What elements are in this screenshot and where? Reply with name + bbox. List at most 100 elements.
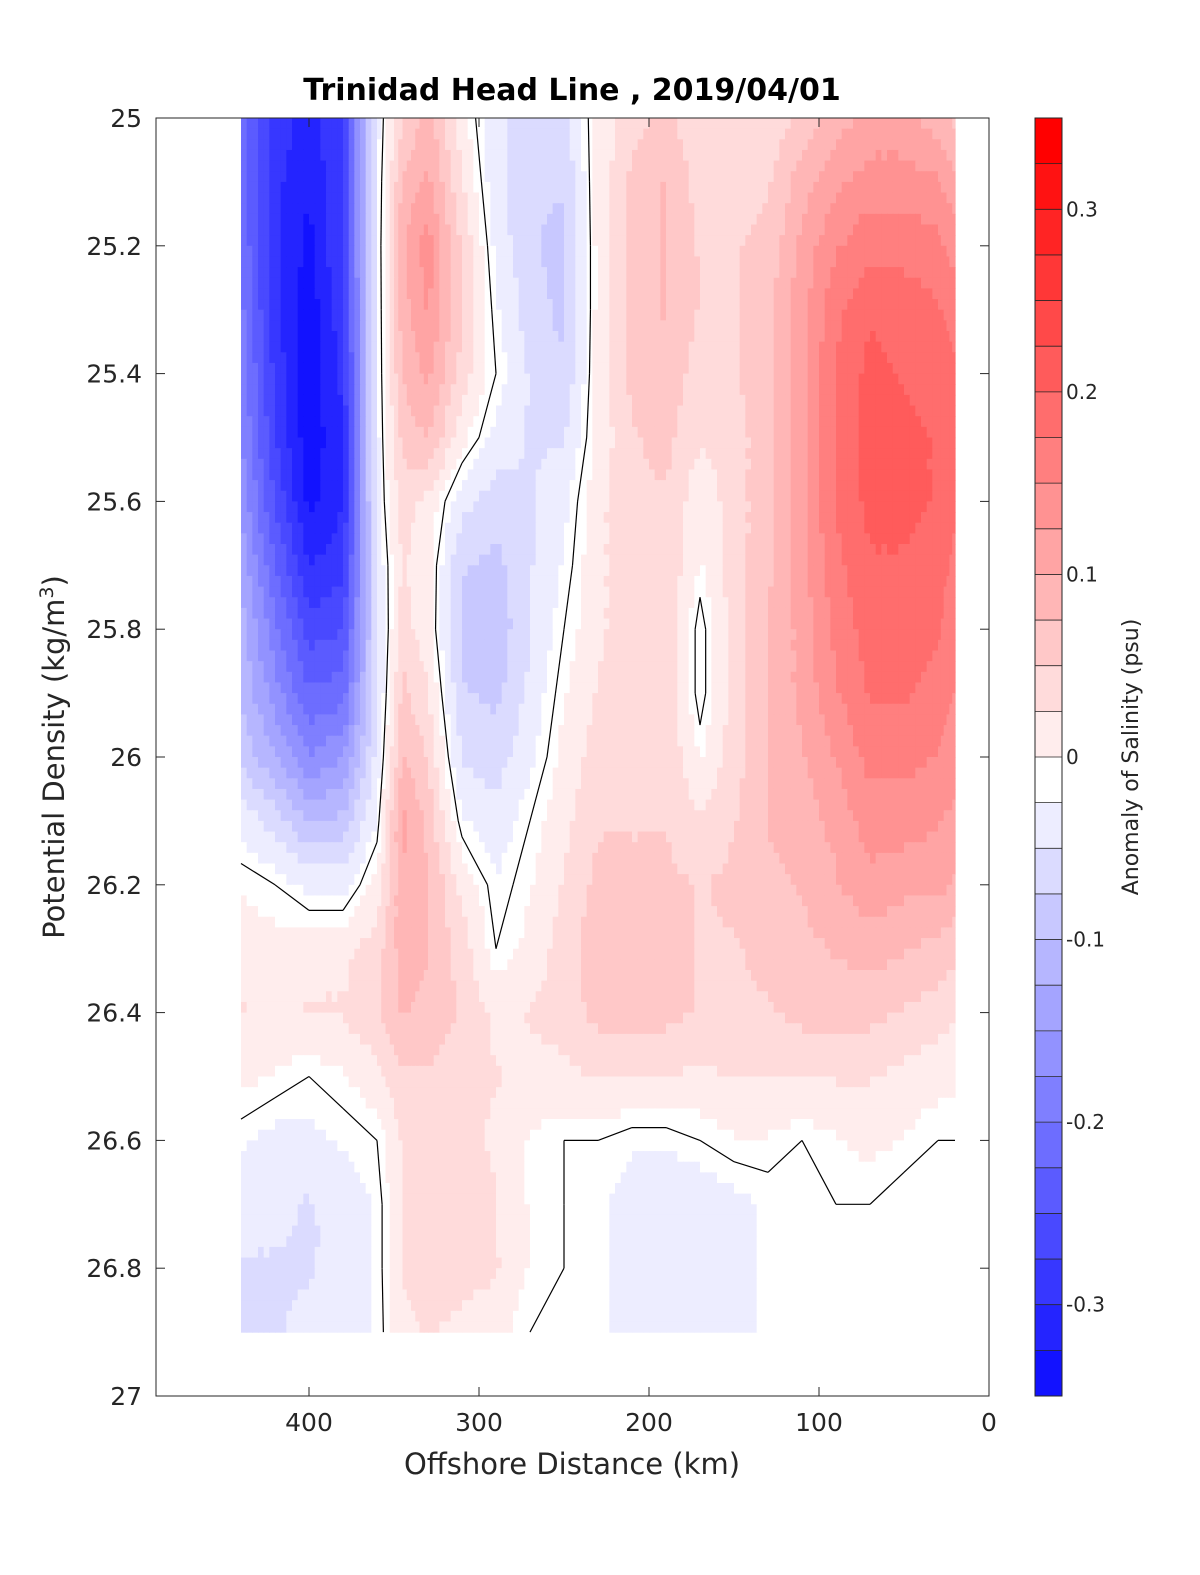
contour-cell [756, 149, 763, 162]
contour-cell [381, 288, 387, 300]
contour-cell [314, 394, 321, 407]
contour-cell [337, 320, 344, 332]
contour-cell [768, 373, 775, 385]
contour-cell [892, 331, 899, 343]
contour-cell [337, 160, 344, 172]
contour-cell [552, 458, 559, 471]
contour-cell [751, 490, 758, 502]
contour-cell [433, 213, 440, 226]
contour-cell [654, 181, 661, 194]
contour-cell [326, 139, 333, 151]
contour-cell [501, 426, 508, 439]
contour-cell [677, 405, 684, 417]
contour-cell [609, 118, 616, 130]
contour-cell [853, 405, 860, 417]
contour-cell [824, 341, 831, 353]
contour-cell [909, 437, 916, 449]
contour-cell [711, 352, 718, 364]
contour-cell [739, 394, 746, 407]
contour-cell [858, 299, 865, 311]
contour-cell [360, 352, 367, 364]
contour-cell [705, 352, 712, 364]
contour-cell [394, 245, 399, 258]
contour-cell [402, 512, 408, 524]
contour-cell [258, 384, 265, 396]
contour-cell [541, 448, 548, 460]
contour-cell [688, 299, 695, 311]
contour-cell [926, 118, 933, 130]
contour-cell [875, 171, 882, 183]
contour-cell [535, 426, 542, 439]
contour-cell [513, 267, 520, 279]
contour-cell [654, 331, 661, 343]
contour-cell [864, 448, 871, 460]
contour-cell [694, 458, 701, 471]
contour-cell [700, 224, 707, 236]
contour-cell [943, 426, 948, 439]
contour-cell [501, 448, 508, 460]
contour-cell [348, 437, 355, 449]
contour-cell [394, 181, 399, 194]
contour-cell [830, 299, 837, 311]
contour-cell [575, 235, 582, 247]
contour-cell [462, 213, 469, 226]
contour-cell [314, 128, 321, 140]
contour-cell [394, 405, 399, 417]
contour-cell [915, 394, 922, 407]
contour-cell [246, 416, 253, 428]
contour-cell [241, 490, 248, 502]
contour-cell [932, 245, 939, 258]
contour-cell [875, 139, 882, 151]
contour-cell [654, 288, 661, 300]
contour-cell [377, 458, 382, 471]
contour-cell [365, 501, 372, 513]
contour-cell [365, 320, 372, 332]
contour-cell [609, 458, 616, 471]
contour-cell [813, 224, 820, 236]
contour-cell [381, 149, 387, 162]
contour-cell [932, 394, 939, 407]
contour-cell [473, 320, 480, 332]
contour-cell [938, 245, 942, 258]
contour-cell [513, 118, 520, 130]
contour-cell [609, 384, 616, 396]
contour-cell [445, 544, 452, 556]
contour-cell [932, 362, 939, 375]
contour-cell [841, 437, 848, 449]
contour-cell [371, 426, 378, 439]
contour-cell [501, 213, 508, 226]
contour-cell [402, 469, 408, 481]
contour-cell [326, 554, 333, 566]
contour-cell [507, 267, 514, 279]
contour-cell [501, 245, 508, 258]
contour-cell [385, 512, 391, 524]
contour-cell [419, 128, 425, 140]
contour-cell [654, 448, 661, 460]
contour-cell [841, 299, 848, 311]
contour-cell [246, 437, 253, 449]
contour-cell [824, 469, 831, 481]
contour-cell [785, 384, 792, 396]
contour-cell [501, 437, 508, 449]
contour-cell [423, 245, 429, 258]
contour-cell [297, 490, 304, 502]
contour-cell [620, 448, 627, 460]
contour-cell [892, 118, 899, 130]
contour-cell [779, 352, 786, 364]
contour-cell [365, 224, 372, 236]
contour-cell [331, 480, 338, 492]
contour-cell [796, 448, 803, 460]
contour-cell [490, 181, 497, 194]
contour-cell [354, 320, 361, 332]
contour-cell [286, 522, 293, 534]
contour-cell [717, 469, 724, 481]
contour-cell [926, 469, 933, 481]
contour-cell [615, 118, 622, 130]
contour-cell [637, 213, 644, 226]
contour-cell [581, 394, 588, 407]
contour-cell [252, 267, 259, 279]
contour-cell [371, 512, 378, 524]
contour-cell [320, 352, 327, 364]
contour-cell [263, 213, 270, 226]
contour-cell [280, 501, 287, 513]
